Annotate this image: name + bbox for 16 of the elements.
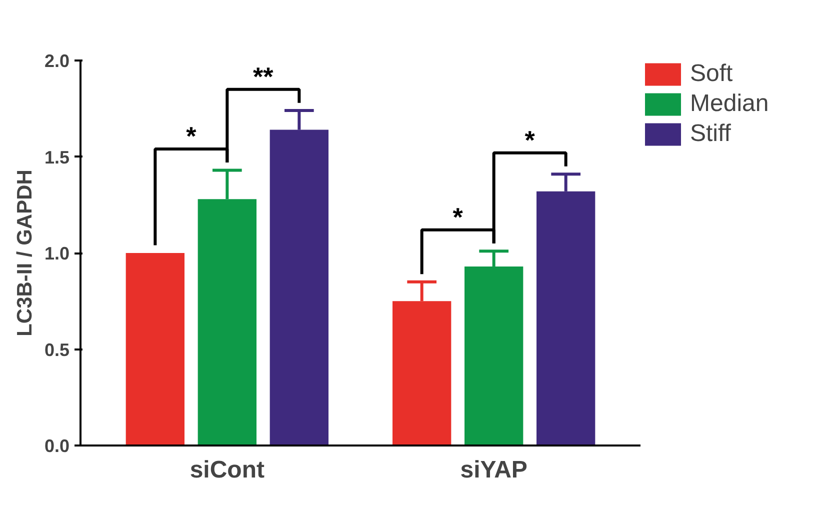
annotation: * xyxy=(186,120,198,151)
x-tick-label: siYAP xyxy=(460,456,528,484)
y-tick-label: 2.0 xyxy=(44,51,70,71)
x-tick-label: siCont xyxy=(190,456,265,484)
y-tick-label: 0.5 xyxy=(44,340,70,360)
legend-label: Stiff xyxy=(690,120,731,148)
bar xyxy=(126,253,184,446)
annotation: * xyxy=(452,202,464,232)
legend-label: Soft xyxy=(690,60,733,88)
annotation: ** xyxy=(253,61,274,92)
y-tick-label: 1.0 xyxy=(44,244,70,264)
y-axis-title: LC3B-II / GAPDH xyxy=(13,170,36,336)
annotation: * xyxy=(524,124,536,155)
y-tick-label: 0.0 xyxy=(44,436,70,456)
y-tick-label: 1.5 xyxy=(44,147,70,168)
legend-label: Median xyxy=(690,90,769,118)
